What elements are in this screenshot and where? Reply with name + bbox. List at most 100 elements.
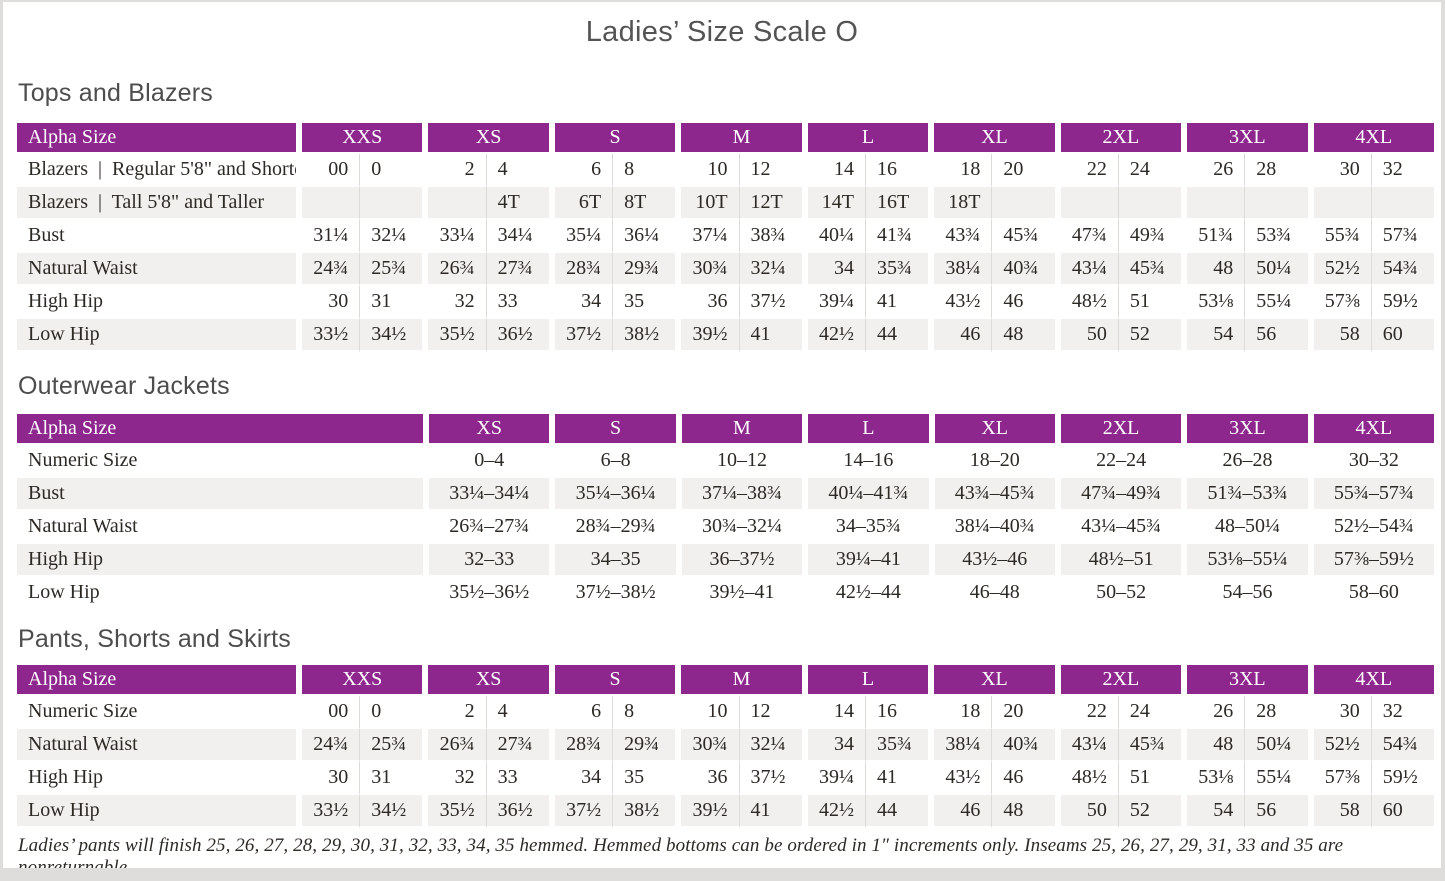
size-value: 34¼ xyxy=(485,220,549,253)
size-value: 10 xyxy=(675,696,739,729)
size-value: 32 xyxy=(1370,696,1434,729)
size-value: 52½ xyxy=(1307,253,1371,286)
size-value: 45¾ xyxy=(1117,729,1182,762)
size-value: 22 xyxy=(1054,696,1118,729)
size-column-header: S xyxy=(549,414,676,445)
size-value: 43¼ xyxy=(1054,729,1118,762)
size-value: 37½ xyxy=(738,286,802,319)
size-value: 35½ xyxy=(422,795,486,828)
size-value: 50¼ xyxy=(1244,729,1308,762)
size-value: 37½–38½ xyxy=(549,577,676,610)
size-value: 48 xyxy=(1181,253,1245,286)
size-value: 57⅜ xyxy=(1307,286,1371,319)
size-column-header: 2XL xyxy=(1054,665,1182,696)
table-row: Low Hip 33½ 34½ 35½ 36½ 37½ 38½ 39½ 41 42½ 44 46 48 5… xyxy=(17,795,1434,828)
page: Ladies’ Size Scale O Tops and Blazers Al… xyxy=(3,2,1441,868)
size-value: 41 xyxy=(738,795,802,828)
size-value: 35½–36½ xyxy=(423,577,550,610)
size-value: 38½ xyxy=(612,319,676,352)
size-column-header: XL xyxy=(928,123,1055,154)
size-value: 12T xyxy=(738,187,802,220)
size-column-header: 2XL xyxy=(1054,123,1182,154)
size-value: 29¾ xyxy=(612,729,676,762)
size-value: 4T xyxy=(485,187,549,220)
size-value: 30 xyxy=(1307,696,1371,729)
size-column-header: 3XL xyxy=(1181,665,1308,696)
size-value: 53¾ xyxy=(1244,220,1308,253)
size-value: 20 xyxy=(991,154,1055,187)
size-value: 30 xyxy=(296,286,360,319)
header-row: Alpha Size XXS XS S M L XL 2XL 3XL 4XL xyxy=(17,123,1434,154)
size-value: 55¾ xyxy=(1307,220,1371,253)
size-value: 30–32 xyxy=(1307,445,1434,478)
size-value xyxy=(991,187,1055,220)
size-column-header: XS xyxy=(422,123,549,154)
size-value: 16T xyxy=(864,187,929,220)
table-row: Bust 33¼–34¼ 35¼–36¼ 37¼–38¾ 40¼–41¾ 43¾–45¾ 4… xyxy=(17,478,1434,511)
size-column-header: S xyxy=(548,665,676,696)
size-value: 32¼ xyxy=(738,253,802,286)
size-value xyxy=(296,187,360,220)
table-row: Blazers | Regular 5'8" and Shorter 00 0 2 4 6… xyxy=(17,154,1434,187)
size-value: 36¼ xyxy=(612,220,676,253)
size-value: 54 xyxy=(1181,319,1245,352)
table-row: Low Hip 33½ 34½ 35½ 36½ 37½ 38½ 39½ 41 42½ 44 46 48 5… xyxy=(17,319,1434,352)
table-row: Numeric Size 0–4 6–8 10–12 14–16 18–20 22–24 26… xyxy=(17,445,1434,478)
table-row: Natural Waist 26¾–27¾ 28¾–29¾ 30¾–32¼ 34–35¾… xyxy=(17,511,1434,544)
size-value: 43½ xyxy=(928,286,992,319)
size-value: 30¾–32¼ xyxy=(675,511,803,544)
size-value: 26 xyxy=(1181,696,1245,729)
size-value: 38¼–40¾ xyxy=(928,511,1055,544)
alpha-size-header: Alpha Size xyxy=(17,123,296,154)
row-label: Bust xyxy=(17,478,423,511)
size-value: 32 xyxy=(1370,154,1434,187)
size-value xyxy=(1244,187,1308,220)
header-row: Alpha Size XXS XS S M L XL 2XL 3XL 4XL xyxy=(17,665,1434,696)
row-label: Low Hip xyxy=(17,319,296,352)
size-value: 16 xyxy=(864,696,929,729)
size-value: 18T xyxy=(928,187,992,220)
size-value: 50 xyxy=(1054,795,1118,828)
size-value: 46 xyxy=(991,286,1055,319)
size-value: 24 xyxy=(1117,154,1182,187)
size-value: 26¾ xyxy=(422,729,486,762)
size-value: 48–50¼ xyxy=(1181,511,1308,544)
size-value xyxy=(1370,187,1434,220)
row-label: Blazers | Regular 5'8" and Shorter xyxy=(17,154,296,187)
size-value: 54¾ xyxy=(1370,729,1434,762)
size-value: 40¾ xyxy=(991,253,1055,286)
table-row: High Hip 32–33 34–35 36–37½ 39¼–41 43½–46 48½–… xyxy=(17,544,1434,577)
size-value: 26 xyxy=(1181,154,1245,187)
size-value: 6T xyxy=(548,187,613,220)
size-value: 51¾–53¾ xyxy=(1181,478,1308,511)
row-label: Low Hip xyxy=(17,795,296,828)
size-value: 30 xyxy=(296,762,360,795)
size-value: 43¼ xyxy=(1054,253,1118,286)
size-value xyxy=(1117,187,1182,220)
row-label: High Hip xyxy=(17,762,296,795)
size-value: 31¼ xyxy=(296,220,360,253)
size-value: 60 xyxy=(1370,319,1434,352)
size-value: 41 xyxy=(864,286,929,319)
section-heading-tops-and-blazers: Tops and Blazers xyxy=(18,79,213,107)
size-value: 42½ xyxy=(801,319,865,352)
size-value: 18–20 xyxy=(928,445,1055,478)
size-value: 35¾ xyxy=(864,253,929,286)
size-value: 12 xyxy=(738,154,802,187)
size-value: 50 xyxy=(1054,319,1118,352)
size-value: 48 xyxy=(1181,729,1245,762)
size-value: 34 xyxy=(548,286,613,319)
row-label: High Hip xyxy=(17,286,296,319)
size-value: 43¾–45¾ xyxy=(928,478,1055,511)
size-value: 51¾ xyxy=(1181,220,1245,253)
size-value: 14 xyxy=(801,696,865,729)
size-column-header: XL xyxy=(928,414,1055,445)
size-value: 51 xyxy=(1117,286,1182,319)
size-value: 58 xyxy=(1307,319,1371,352)
row-label: Numeric Size xyxy=(17,696,296,729)
size-value: 30 xyxy=(1307,154,1371,187)
size-value: 48½ xyxy=(1054,762,1118,795)
size-value: 31 xyxy=(359,762,423,795)
size-value: 26¾ xyxy=(422,253,486,286)
size-value xyxy=(1307,187,1371,220)
